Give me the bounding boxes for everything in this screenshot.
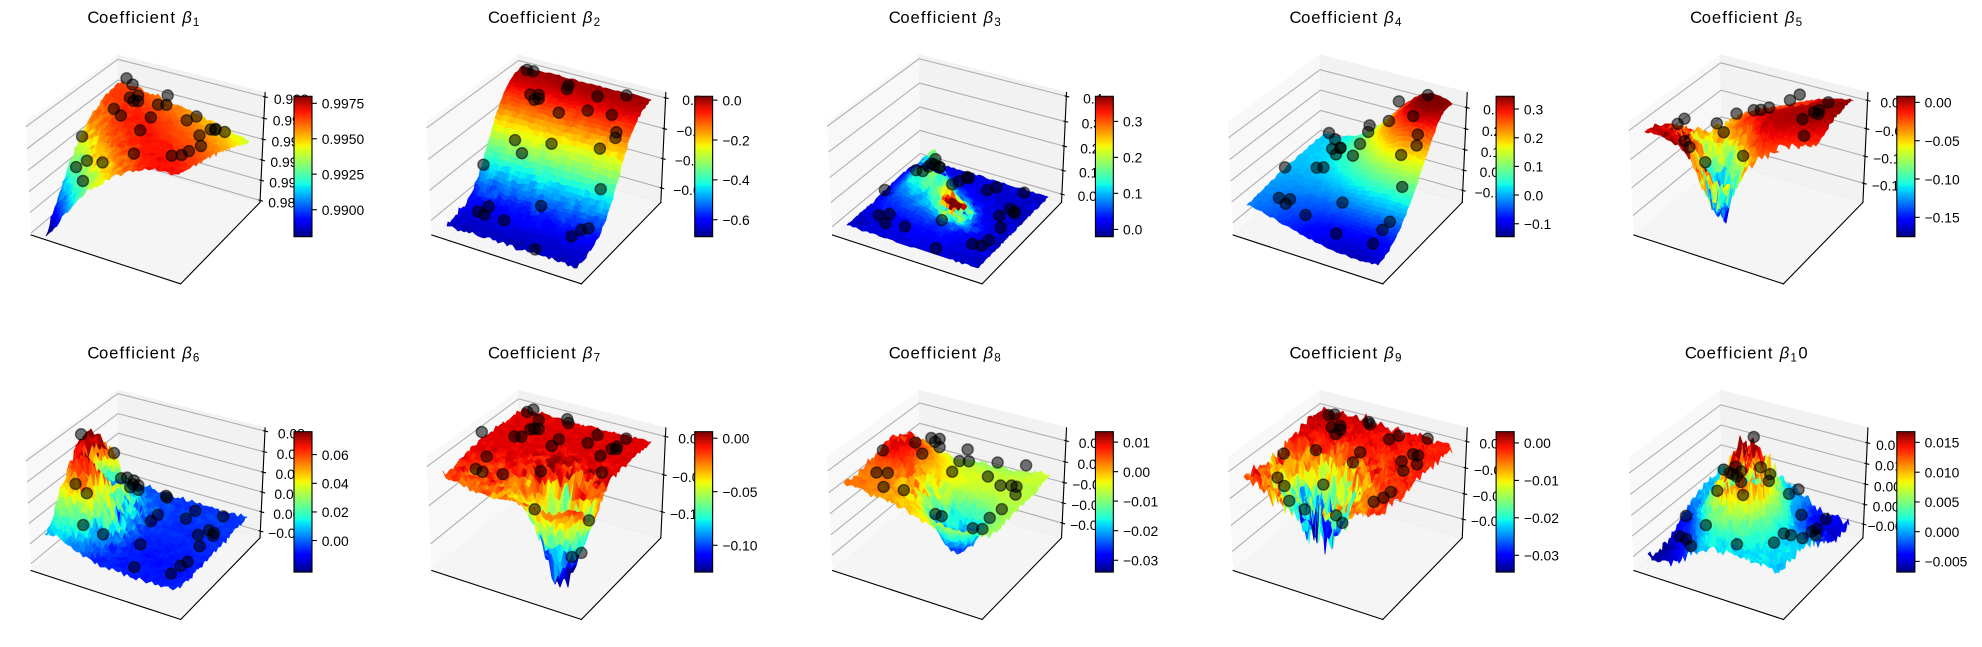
svg-text:0.0: 0.0 — [1480, 164, 1500, 180]
svg-text:−0.1: −0.1 — [1524, 216, 1552, 232]
svg-text:−0.6: −0.6 — [673, 182, 701, 198]
svg-text:−0.15: −0.15 — [1925, 210, 1960, 226]
svg-text:0.9975: 0.9975 — [322, 96, 365, 112]
svg-text:C o e f f i c i e n t β 3: C o e f f i c i e n t β 3 — [889, 3, 1001, 29]
svg-text:0.3: 0.3 — [1524, 101, 1544, 117]
svg-text:0.010: 0.010 — [1925, 465, 1960, 481]
svg-text:−0.005: −0.005 — [1925, 554, 1968, 570]
svg-text:−0.03: −0.03 — [1524, 548, 1559, 564]
svg-text:−0.02: −0.02 — [1524, 510, 1559, 526]
svg-text:−0.02: −0.02 — [1123, 523, 1158, 539]
svg-text:0.2: 0.2 — [1524, 130, 1544, 146]
svg-text:−0.6: −0.6 — [722, 212, 750, 228]
svg-text:−0.2: −0.2 — [722, 132, 750, 148]
svg-text:0.00: 0.00 — [1925, 95, 1952, 111]
svg-text:C o e f f i c i e n t β 6: C o e f f i c i e n t β 6 — [87, 338, 199, 364]
svg-text:C o e f f i c i e n t β 1: C o e f f i c i e n t β 1 — [87, 3, 199, 29]
svg-text:−0.10: −0.10 — [1925, 171, 1960, 187]
svg-text:−0.03: −0.03 — [1123, 553, 1158, 569]
svg-text:0.06: 0.06 — [322, 447, 349, 463]
svg-text:−0.01: −0.01 — [1524, 473, 1559, 489]
svg-text:0.005: 0.005 — [1925, 494, 1960, 510]
svg-text:0.1: 0.1 — [1524, 159, 1544, 175]
svg-text:0.9925: 0.9925 — [322, 166, 365, 182]
svg-text:0.000: 0.000 — [1925, 524, 1960, 540]
svg-text:C o e f f i c i e n t 0 β 1: C o e f f i c i e n t 0 β 1 — [1685, 338, 1814, 364]
svg-text:0.2: 0.2 — [1123, 150, 1143, 166]
svg-text:C o e f f i c i e n t β 8: C o e f f i c i e n t β 8 — [889, 338, 1001, 364]
svg-text:0.00: 0.00 — [322, 533, 349, 549]
svg-text:C o e f f i c i e n t β 7: C o e f f i c i e n t β 7 — [488, 338, 600, 364]
svg-text:0.00: 0.00 — [1524, 435, 1551, 451]
svg-text:0.3: 0.3 — [1123, 114, 1143, 130]
svg-text:0.00: 0.00 — [722, 430, 749, 446]
svg-text:0.0: 0.0 — [722, 92, 742, 108]
svg-text:C o e f f i c i e n t β 5: C o e f f i c i e n t β 5 — [1690, 3, 1802, 29]
svg-text:0.9900: 0.9900 — [322, 202, 365, 218]
svg-text:0.1: 0.1 — [1481, 144, 1501, 160]
svg-text:0.04: 0.04 — [322, 476, 349, 492]
svg-text:−0.05: −0.05 — [722, 484, 757, 500]
svg-text:C o e f f i c i e n t β 9: C o e f f i c i e n t β 9 — [1289, 338, 1401, 364]
svg-text:0.0: 0.0 — [1078, 188, 1098, 204]
svg-text:−0.05: −0.05 — [1925, 133, 1960, 149]
svg-text:0.01: 0.01 — [1123, 434, 1150, 450]
svg-text:0.00: 0.00 — [1123, 464, 1150, 480]
svg-text:C o e f f i c i e n t β 2: C o e f f i c i e n t β 2 — [488, 3, 600, 29]
svg-text:0.0: 0.0 — [1123, 222, 1143, 238]
svg-text:0.9950: 0.9950 — [322, 131, 365, 147]
svg-text:−0.01: −0.01 — [1123, 493, 1158, 509]
svg-text:−0.1: −0.1 — [1474, 184, 1502, 200]
svg-text:0.1: 0.1 — [1123, 186, 1143, 202]
svg-text:−0.10: −0.10 — [722, 538, 757, 554]
svg-text:0.02: 0.02 — [322, 504, 349, 520]
svg-text:C o e f f i c i e n t β 4: C o e f f i c i e n t β 4 — [1289, 3, 1402, 29]
svg-text:0.015: 0.015 — [1925, 435, 1960, 451]
svg-text:−0.4: −0.4 — [722, 172, 750, 188]
svg-text:0.0: 0.0 — [1524, 187, 1544, 203]
svg-text:0.1: 0.1 — [1079, 164, 1099, 180]
